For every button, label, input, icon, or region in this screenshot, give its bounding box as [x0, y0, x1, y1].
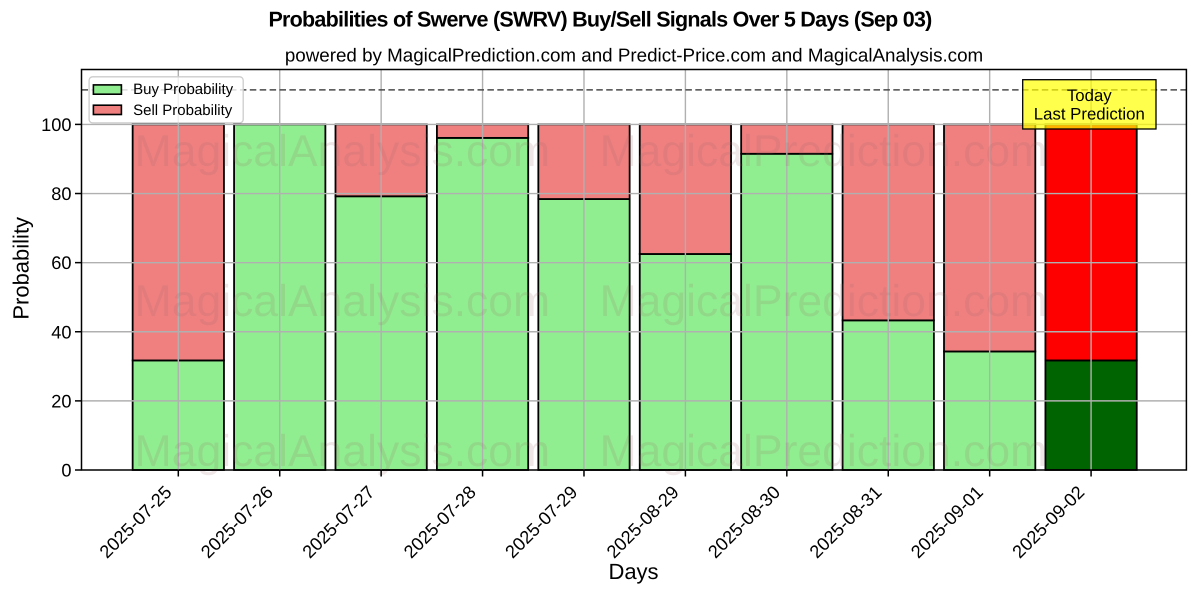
svg-text:40: 40 — [51, 322, 71, 342]
svg-text:100: 100 — [41, 115, 71, 135]
svg-text:MagicalAnalysis.com: MagicalAnalysis.com — [135, 427, 550, 476]
svg-text:Today: Today — [1067, 86, 1112, 105]
svg-text:MagicalPrediction.com: MagicalPrediction.com — [600, 427, 1048, 476]
svg-text:Last Prediction: Last Prediction — [1034, 105, 1145, 124]
svg-text:Buy Probability: Buy Probability — [133, 81, 234, 98]
svg-text:MagicalAnalysis.com: MagicalAnalysis.com — [135, 277, 550, 326]
svg-text:Sell Probability: Sell Probability — [133, 102, 233, 119]
svg-text:Probability: Probability — [8, 217, 33, 320]
svg-text:20: 20 — [51, 391, 71, 411]
svg-text:60: 60 — [51, 253, 71, 273]
svg-text:MagicalAnalysis.com: MagicalAnalysis.com — [135, 127, 550, 176]
svg-text:Probabilities of Swerve (SWRV): Probabilities of Swerve (SWRV) Buy/Sell … — [268, 8, 932, 32]
svg-text:Days: Days — [608, 559, 658, 584]
svg-text:80: 80 — [51, 184, 71, 204]
svg-text:powered by MagicalPrediction.c: powered by MagicalPrediction.com and Pre… — [285, 45, 983, 66]
svg-text:MagicalPrediction.com: MagicalPrediction.com — [600, 277, 1048, 326]
svg-text:0: 0 — [61, 461, 71, 481]
svg-text:MagicalPrediction.com: MagicalPrediction.com — [600, 127, 1048, 176]
